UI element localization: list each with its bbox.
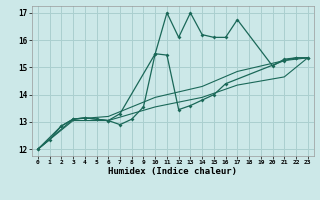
X-axis label: Humidex (Indice chaleur): Humidex (Indice chaleur)	[108, 167, 237, 176]
